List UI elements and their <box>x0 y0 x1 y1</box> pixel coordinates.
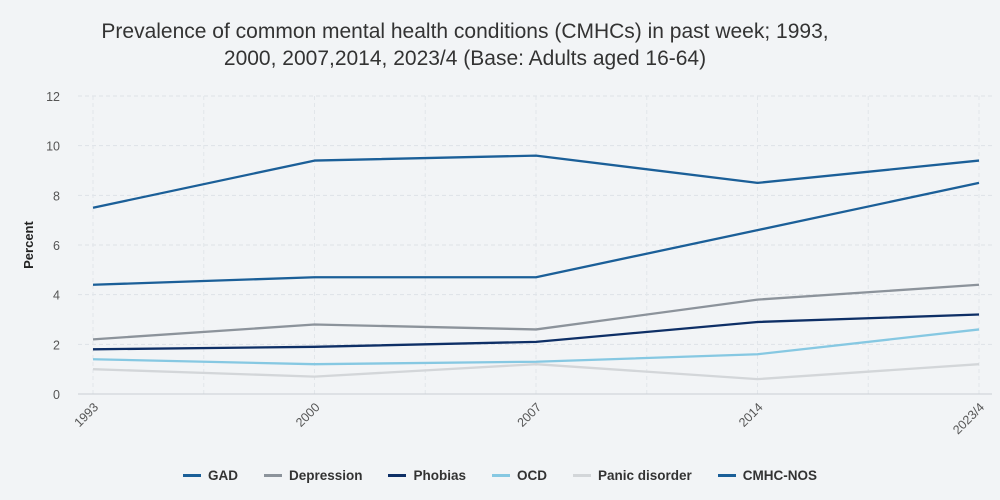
series-line-ocd <box>92 328 980 366</box>
series-line-phobias <box>92 313 980 351</box>
legend-item[interactable]: GAD <box>182 468 238 483</box>
legend-item[interactable]: OCD <box>492 468 547 483</box>
legend-swatch <box>388 474 407 477</box>
y-tick-label: 0 <box>53 388 60 402</box>
legend-item[interactable]: CMHC-NOS <box>717 468 818 483</box>
legend-swatch <box>573 474 591 477</box>
series-line-gad <box>92 181 980 286</box>
y-tick-label: 10 <box>46 140 60 154</box>
chart-title: Prevalence of common mental health condi… <box>0 18 930 72</box>
x-tick-label: 2000 <box>293 400 323 430</box>
series-line-cmhc-nos <box>92 154 980 209</box>
legend-swatch <box>263 474 282 477</box>
x-tick-label: 2014 <box>736 400 766 430</box>
chart-title-line-2: 2000, 2007,2014, 2023/4 (Base: Adults ag… <box>223 47 707 70</box>
chart-legend: GAD Depression Phobias OCD Panic disorder CMH… <box>0 468 1000 483</box>
legend-label: CMHC-NOS <box>742 468 818 483</box>
legend-label: OCD <box>517 468 547 483</box>
series-line-depression <box>92 283 980 341</box>
legend-item[interactable]: Panic disorder <box>573 468 692 483</box>
legend-swatch <box>182 474 201 477</box>
x-tick-label: 2023/4 <box>950 400 987 437</box>
series-line-panic-disorder <box>92 363 980 381</box>
legend-label: Phobias <box>413 468 466 483</box>
y-tick-label: 4 <box>53 289 60 303</box>
legend-item[interactable]: Depression <box>263 468 363 483</box>
x-tick-label: 2007 <box>515 400 545 430</box>
legend-label: Panic disorder <box>598 468 692 483</box>
y-tick-label: 12 <box>46 90 60 104</box>
legend-label: GAD <box>207 468 238 483</box>
chart-title-line-1: Prevalence of common mental health condi… <box>101 20 829 43</box>
y-tick-label: 8 <box>53 189 60 203</box>
x-tick-label: 1993 <box>72 400 102 430</box>
legend-item[interactable]: Phobias <box>388 468 466 483</box>
legend-label: Depression <box>288 468 363 483</box>
y-tick-label: 6 <box>53 239 60 253</box>
y-tick-label: 2 <box>53 338 60 352</box>
legend-swatch <box>717 474 736 477</box>
legend-swatch <box>492 474 510 477</box>
y-axis-label: Percent <box>21 220 36 268</box>
line-chart: 0 2 4 6 8 10 12 1993 2000 2007 2014 2023/4 Percent <box>21 90 992 437</box>
